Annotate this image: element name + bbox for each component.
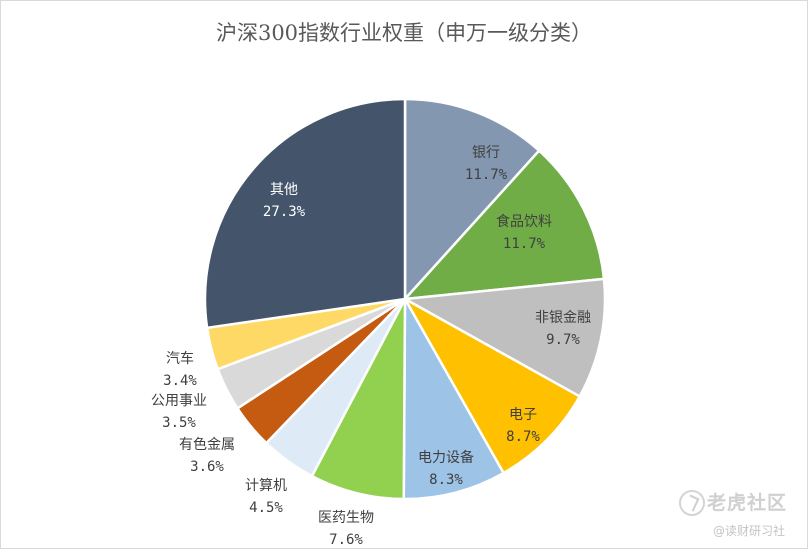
slice-value-label: 9.7% xyxy=(546,332,580,348)
slice-name-label: 电力设备 xyxy=(418,449,474,466)
watermark-sub: @读财研习社 xyxy=(713,524,786,538)
slice-value-label: 3.4% xyxy=(163,373,197,389)
slice-name-label: 银行 xyxy=(472,145,500,161)
slice-name-label: 有色金属 xyxy=(179,436,235,453)
slice-name-label: 其他 xyxy=(270,182,298,198)
slice-name-label: 公用事业 xyxy=(151,393,207,409)
slice-value-label: 3.6% xyxy=(190,459,224,475)
slice-name-label: 食品饮料 xyxy=(496,213,552,230)
slice-name-label: 汽车 xyxy=(166,350,194,367)
pie-slice-1 xyxy=(403,149,606,301)
pie-slice-4 xyxy=(402,297,505,501)
slice-value-label: 4.5% xyxy=(249,500,283,516)
pie-slice-5 xyxy=(310,297,407,501)
tiger-logo-icon xyxy=(679,490,705,516)
slice-value-label: 8.7% xyxy=(506,429,540,445)
slice-name-label: 非银金融 xyxy=(535,310,591,326)
slice-value-label: 8.3% xyxy=(429,472,463,488)
slice-name-label: 医药生物 xyxy=(318,510,374,526)
pie-slice-3 xyxy=(403,297,581,475)
slice-value-label: 7.6% xyxy=(329,532,363,548)
slice-name-label: 电子 xyxy=(509,407,537,423)
slice-value-label: 27.3% xyxy=(263,204,306,220)
slice-value-label: 11.7% xyxy=(465,167,508,183)
pie-slice-0 xyxy=(403,97,541,301)
chart-title: 沪深300指数行业权重（申万一级分类） xyxy=(215,21,593,45)
slice-value-label: 11.7% xyxy=(503,236,546,252)
slice-value-label: 3.5% xyxy=(162,415,196,431)
pie-slice-10 xyxy=(203,97,407,330)
slice-name-label: 计算机 xyxy=(245,478,287,494)
watermark-brand: 老虎社区 xyxy=(707,492,788,514)
pie-slice-2 xyxy=(403,277,607,398)
